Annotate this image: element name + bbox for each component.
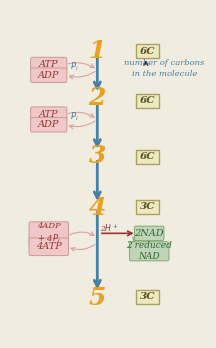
FancyBboxPatch shape [136, 150, 159, 164]
FancyBboxPatch shape [29, 238, 68, 255]
FancyBboxPatch shape [136, 44, 159, 58]
Text: 2 reduced
NAD: 2 reduced NAD [126, 241, 172, 261]
Text: 3: 3 [89, 144, 106, 168]
Text: ADP: ADP [38, 120, 59, 129]
Text: 2NAD: 2NAD [134, 229, 164, 238]
Text: 3C: 3C [140, 292, 155, 301]
FancyBboxPatch shape [136, 290, 159, 304]
Text: 4ATP: 4ATP [36, 242, 62, 251]
Text: 2: 2 [89, 86, 106, 110]
Text: 2$H^+$: 2$H^+$ [100, 223, 118, 235]
Text: ADP: ADP [38, 71, 59, 80]
Text: 6C: 6C [140, 96, 155, 105]
Text: 3C: 3C [140, 202, 155, 211]
FancyBboxPatch shape [129, 242, 169, 261]
FancyBboxPatch shape [135, 226, 164, 240]
Text: 6C: 6C [140, 152, 155, 161]
FancyBboxPatch shape [31, 107, 67, 121]
Text: $P_i$: $P_i$ [70, 61, 78, 73]
Text: 1: 1 [89, 39, 106, 63]
Text: $P_i$: $P_i$ [70, 110, 78, 122]
Text: 5: 5 [89, 286, 106, 310]
FancyBboxPatch shape [29, 222, 68, 246]
FancyBboxPatch shape [31, 68, 67, 82]
FancyBboxPatch shape [136, 200, 159, 214]
Text: 4: 4 [89, 196, 106, 220]
Text: number of carbons
in the molecule: number of carbons in the molecule [124, 60, 204, 78]
Text: ATP: ATP [39, 110, 59, 119]
FancyBboxPatch shape [31, 118, 67, 132]
Text: 6C: 6C [140, 47, 155, 56]
Text: 4ADP
$+$ 4$P_i$: 4ADP $+$ 4$P_i$ [37, 222, 61, 245]
FancyBboxPatch shape [31, 57, 67, 72]
FancyBboxPatch shape [136, 94, 159, 108]
Text: ATP: ATP [39, 60, 59, 69]
